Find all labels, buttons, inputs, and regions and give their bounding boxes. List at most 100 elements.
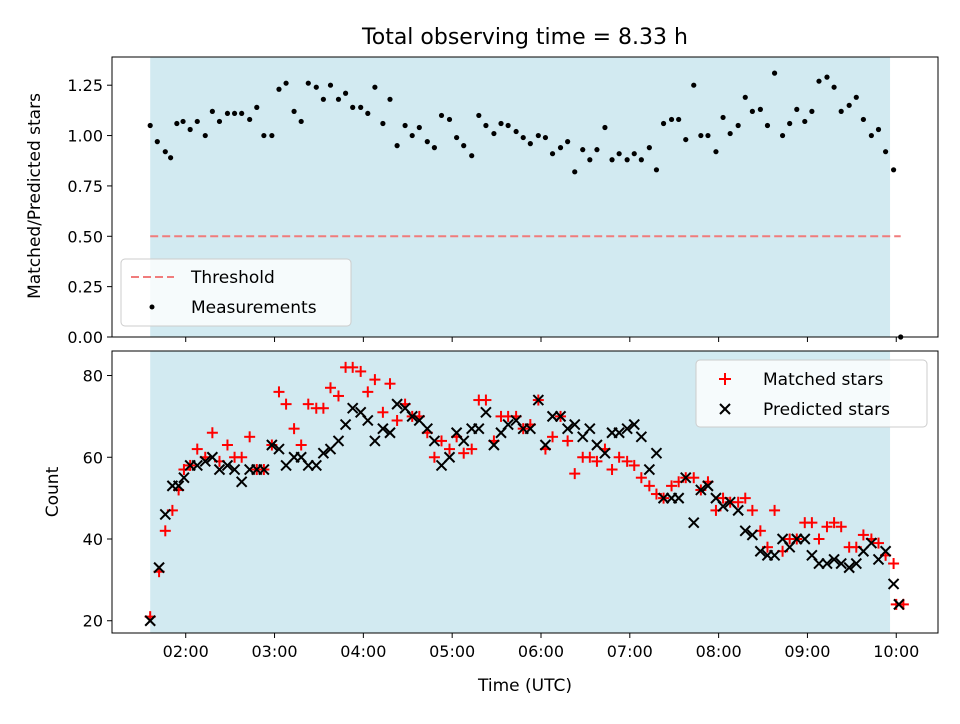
- measurement-point: [476, 112, 482, 119]
- matched-star-point: [606, 464, 618, 476]
- predicted-star-point: [887, 578, 900, 590]
- measurement-point: [742, 94, 748, 100]
- measurement-point: [416, 124, 422, 131]
- measurement-point: [749, 108, 755, 114]
- measurement-point: [794, 106, 800, 112]
- matched-star-point: [324, 382, 336, 394]
- matched-star-point: [613, 451, 625, 463]
- matched-star-point: [436, 435, 448, 447]
- measurement-point: [469, 153, 475, 159]
- predicted-star-point: [221, 459, 234, 472]
- matched-star-point: [480, 394, 492, 406]
- measurement-point: [668, 116, 675, 123]
- measurement-point: [320, 96, 326, 102]
- matched-star-point: [635, 472, 647, 484]
- measurement-point: [380, 120, 386, 127]
- measurement-point: [713, 149, 719, 155]
- measurement-point: [764, 122, 771, 129]
- matched-star-point: [444, 443, 456, 455]
- measurement-point: [446, 116, 453, 123]
- measurement-point: [683, 136, 689, 143]
- legend-matched-label: Matched stars: [763, 370, 883, 390]
- measurement-point: [305, 80, 311, 86]
- ratio-y-tick-label: 0.75: [67, 177, 103, 196]
- measurement-point: [187, 126, 193, 133]
- measurement-point: [653, 167, 660, 173]
- counts-y-tick-label: 60: [83, 448, 103, 467]
- measurement-point: [846, 102, 852, 108]
- matched-star-point: [236, 451, 248, 463]
- counts-y-tick-label: 20: [83, 612, 103, 631]
- matched-star-point: [159, 525, 171, 537]
- measurement-point: [402, 122, 408, 129]
- ratio-x-ticks: [185, 337, 897, 342]
- matched-star-point: [458, 447, 470, 459]
- measurement-point: [527, 141, 533, 147]
- counts-y-tick-label: 40: [83, 530, 103, 549]
- matched-star-point: [280, 398, 292, 410]
- predicted-star-point: [213, 463, 226, 476]
- measurement-point: [216, 118, 223, 125]
- predicted-star-point: [732, 504, 744, 517]
- measurement-point: [882, 149, 889, 155]
- measurement-point: [498, 120, 504, 127]
- predicted-star-point: [524, 422, 537, 435]
- predicted-star-point: [865, 537, 878, 549]
- matched-star-point: [835, 521, 847, 533]
- legend-predicted-label: Predicted stars: [763, 400, 890, 420]
- matched-star-point: [362, 386, 374, 398]
- predicted-star-point: [172, 480, 185, 492]
- measurement-point: [691, 82, 697, 88]
- predicted-star-point: [235, 476, 248, 488]
- ratio-y-tick-label: 0.25: [67, 278, 103, 297]
- matched-star-point: [302, 398, 314, 410]
- matched-star-point: [384, 378, 396, 390]
- measurement-point: [394, 143, 400, 149]
- matched-star-point: [317, 402, 329, 414]
- measurement-point: [483, 122, 489, 129]
- predicted-star-point: [835, 557, 847, 570]
- predicted-stars-series: [144, 394, 905, 627]
- predicted-star-point: [502, 418, 514, 431]
- matched-star-point: [872, 537, 884, 549]
- predicted-star-point: [480, 406, 492, 419]
- legend-matched-swatch: [719, 373, 731, 385]
- predicted-star-point: [153, 561, 165, 574]
- predicted-star-point: [702, 480, 714, 492]
- predicted-star-point: [532, 394, 545, 406]
- measurement-point: [372, 84, 378, 90]
- matched-star-point: [355, 365, 367, 377]
- ratio-y-tick-label: 1.25: [67, 76, 103, 95]
- measurement-point: [327, 82, 334, 88]
- ratio-y-axis-label: Matched/Predicted stars: [25, 93, 45, 299]
- predicted-star-point: [421, 422, 434, 435]
- matched-star-point: [584, 451, 596, 463]
- predicted-star-point: [310, 459, 322, 472]
- predicted-star-point: [584, 422, 596, 435]
- predicted-star-point: [339, 418, 352, 431]
- measurement-point: [735, 122, 741, 129]
- measurement-point: [676, 116, 682, 123]
- matched-star-point: [813, 533, 825, 545]
- matched-star-point: [569, 468, 581, 480]
- measurement-point: [269, 132, 275, 139]
- measurement-point: [631, 151, 637, 157]
- measurement-point: [365, 110, 371, 117]
- measurement-point: [358, 104, 364, 110]
- matched-star-point: [621, 455, 633, 467]
- measurements-series: [147, 70, 904, 340]
- time-x-tick-label: 03:00: [251, 642, 297, 661]
- predicted-star-point: [332, 435, 345, 447]
- predicted-star-point: [377, 422, 389, 435]
- measurement-point: [609, 157, 615, 163]
- matched-star-point: [347, 361, 359, 373]
- measurement-point: [387, 96, 393, 102]
- measurement-point: [860, 116, 866, 123]
- measurement-point: [202, 132, 208, 139]
- predicted-star-point: [458, 435, 470, 447]
- measurement-point: [168, 155, 174, 161]
- measurement-point: [431, 145, 438, 151]
- measurement-point: [542, 134, 549, 141]
- matched-star-point: [821, 521, 833, 533]
